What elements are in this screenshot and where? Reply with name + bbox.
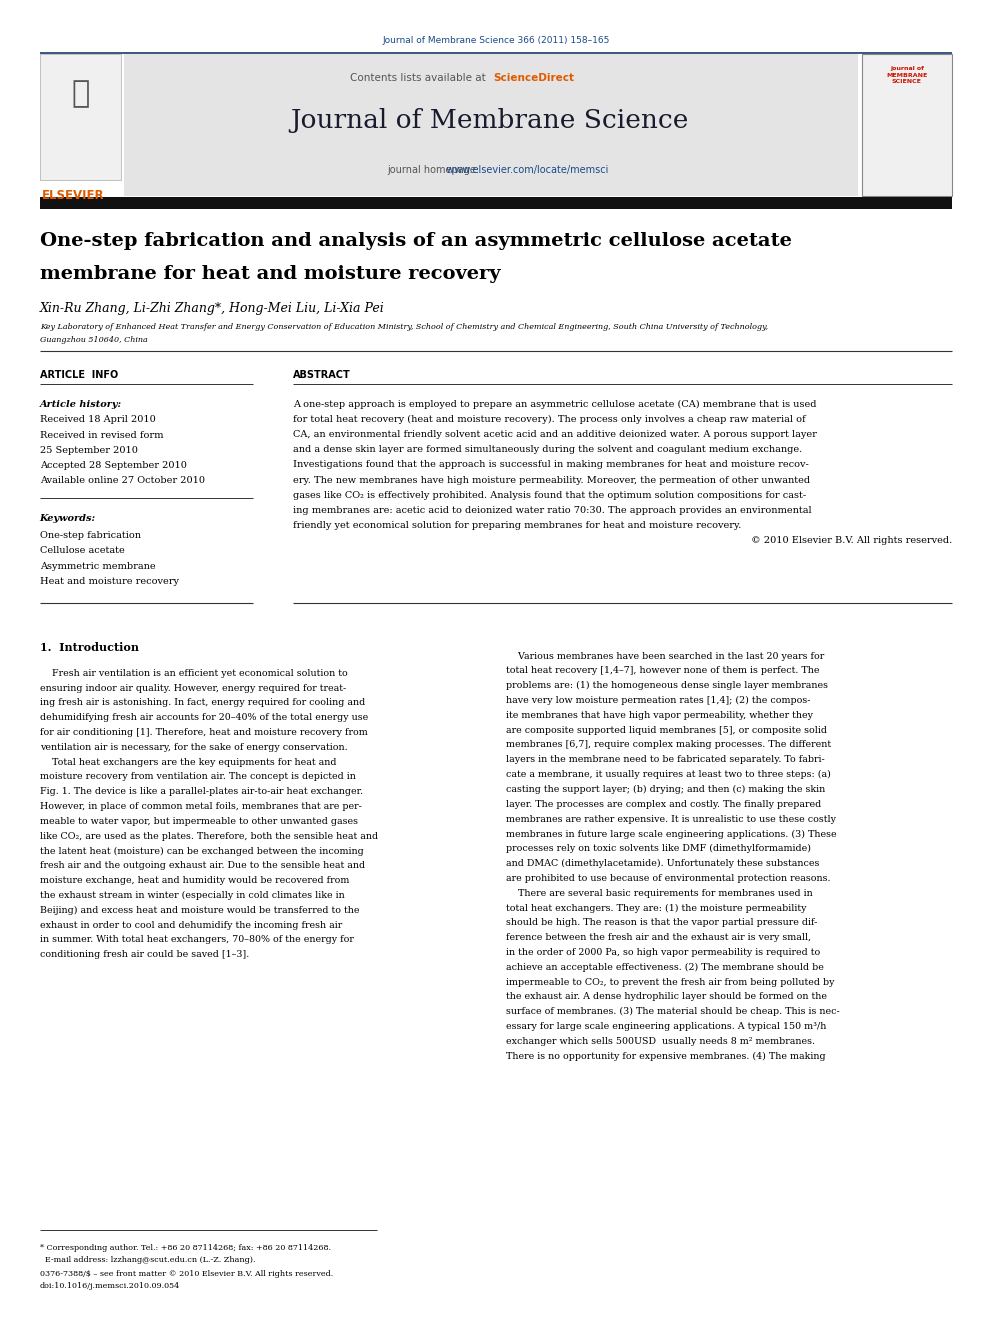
Text: for air conditioning [1]. Therefore, heat and moisture recovery from: for air conditioning [1]. Therefore, hea… bbox=[40, 728, 367, 737]
Text: Total heat exchangers are the key equipments for heat and: Total heat exchangers are the key equipm… bbox=[40, 758, 336, 767]
Text: moisture exchange, heat and humidity would be recovered from: moisture exchange, heat and humidity wou… bbox=[40, 876, 349, 885]
Text: Received in revised form: Received in revised form bbox=[40, 431, 163, 439]
Text: membranes are rather expensive. It is unrealistic to use these costly: membranes are rather expensive. It is un… bbox=[506, 815, 836, 824]
Text: and a dense skin layer are formed simultaneously during the solvent and coagulan: and a dense skin layer are formed simult… bbox=[293, 445, 802, 454]
Text: cate a membrane, it usually requires at least two to three steps: (a): cate a membrane, it usually requires at … bbox=[506, 770, 830, 779]
Text: meable to water vapor, but impermeable to other unwanted gases: meable to water vapor, but impermeable t… bbox=[40, 818, 358, 826]
Text: casting the support layer; (b) drying; and then (c) making the skin: casting the support layer; (b) drying; a… bbox=[506, 785, 825, 794]
Text: ventilation air is necessary, for the sake of energy conservation.: ventilation air is necessary, for the sa… bbox=[40, 744, 347, 751]
Text: CA, an environmental friendly solvent acetic acid and an additive deionized wate: CA, an environmental friendly solvent ac… bbox=[293, 430, 816, 439]
Text: achieve an acceptable effectiveness. (2) The membrane should be: achieve an acceptable effectiveness. (2)… bbox=[506, 963, 823, 972]
Text: doi:10.1016/j.memsci.2010.09.054: doi:10.1016/j.memsci.2010.09.054 bbox=[40, 1282, 180, 1290]
Text: ScienceDirect: ScienceDirect bbox=[493, 73, 574, 83]
Text: the exhaust air. A dense hydrophilic layer should be formed on the: the exhaust air. A dense hydrophilic lay… bbox=[506, 992, 827, 1002]
Text: Fig. 1. The device is like a parallel-plates air-to-air heat exchanger.: Fig. 1. The device is like a parallel-pl… bbox=[40, 787, 363, 796]
Text: * Corresponding author. Tel.: +86 20 87114268; fax: +86 20 87114268.: * Corresponding author. Tel.: +86 20 871… bbox=[40, 1244, 330, 1252]
Text: Heat and moisture recovery: Heat and moisture recovery bbox=[40, 577, 179, 586]
Text: moisture recovery from ventilation air. The concept is depicted in: moisture recovery from ventilation air. … bbox=[40, 773, 355, 782]
Text: ery. The new membranes have high moisture permeability. Moreover, the permeation: ery. The new membranes have high moistur… bbox=[293, 476, 809, 484]
Text: 1.  Introduction: 1. Introduction bbox=[40, 643, 139, 654]
Text: problems are: (1) the homogeneous dense single layer membranes: problems are: (1) the homogeneous dense … bbox=[506, 681, 828, 691]
Text: One-step fabrication and analysis of an asymmetric cellulose acetate: One-step fabrication and analysis of an … bbox=[40, 232, 792, 250]
Text: essary for large scale engineering applications. A typical 150 m³/h: essary for large scale engineering appli… bbox=[506, 1021, 826, 1031]
Text: www.elsevier.com/locate/memsci: www.elsevier.com/locate/memsci bbox=[387, 165, 608, 176]
Text: ELSEVIER: ELSEVIER bbox=[42, 189, 104, 202]
Text: However, in place of common metal foils, membranes that are per-: However, in place of common metal foils,… bbox=[40, 802, 361, 811]
Text: total heat exchangers. They are: (1) the moisture permeability: total heat exchangers. They are: (1) the… bbox=[506, 904, 806, 913]
Text: A one-step approach is employed to prepare an asymmetric cellulose acetate (CA) : A one-step approach is employed to prepa… bbox=[293, 400, 816, 409]
Text: in the order of 2000 Pa, so high vapor permeability is required to: in the order of 2000 Pa, so high vapor p… bbox=[506, 947, 820, 957]
Text: membrane for heat and moisture recovery: membrane for heat and moisture recovery bbox=[40, 265, 500, 283]
Text: total heat recovery [1,4–7], however none of them is perfect. The: total heat recovery [1,4–7], however non… bbox=[506, 667, 819, 676]
Bar bbox=[124, 54, 858, 196]
Text: 0376-7388/$ – see front matter © 2010 Elsevier B.V. All rights reserved.: 0376-7388/$ – see front matter © 2010 El… bbox=[40, 1270, 333, 1278]
Text: ABSTRACT: ABSTRACT bbox=[293, 370, 350, 381]
Text: ference between the fresh air and the exhaust air is very small,: ference between the fresh air and the ex… bbox=[506, 933, 811, 942]
Text: 🌲: 🌲 bbox=[71, 79, 89, 108]
Text: impermeable to CO₂, to prevent the fresh air from being polluted by: impermeable to CO₂, to prevent the fresh… bbox=[506, 978, 834, 987]
Text: the latent heat (moisture) can be exchanged between the incoming: the latent heat (moisture) can be exchan… bbox=[40, 847, 363, 856]
Bar bbox=[40, 197, 952, 209]
Text: ensuring indoor air quality. However, energy required for treat-: ensuring indoor air quality. However, en… bbox=[40, 684, 346, 693]
Text: the exhaust stream in winter (especially in cold climates like in: the exhaust stream in winter (especially… bbox=[40, 892, 344, 900]
Text: friendly yet economical solution for preparing membranes for heat and moisture r: friendly yet economical solution for pre… bbox=[293, 521, 741, 531]
Text: Key Laboratory of Enhanced Heat Transfer and Energy Conservation of Education Mi: Key Laboratory of Enhanced Heat Transfer… bbox=[40, 323, 768, 331]
Text: There are several basic requirements for membranes used in: There are several basic requirements for… bbox=[506, 889, 812, 898]
Text: One-step fabrication: One-step fabrication bbox=[40, 532, 141, 540]
Text: Various membranes have been searched in the last 20 years for: Various membranes have been searched in … bbox=[506, 652, 824, 660]
Text: 25 September 2010: 25 September 2010 bbox=[40, 446, 138, 455]
Text: Journal of Membrane Science: Journal of Membrane Science bbox=[290, 108, 688, 134]
Text: and DMAC (dimethylacetamide). Unfortunately these substances: and DMAC (dimethylacetamide). Unfortunat… bbox=[506, 859, 819, 868]
Text: in summer. With total heat exchangers, 70–80% of the energy for: in summer. With total heat exchangers, 7… bbox=[40, 935, 353, 945]
Text: layer. The processes are complex and costly. The finally prepared: layer. The processes are complex and cos… bbox=[506, 799, 821, 808]
Text: are composite supported liquid membranes [5], or composite solid: are composite supported liquid membranes… bbox=[506, 726, 827, 734]
Text: Xin-Ru Zhang, Li-Zhi Zhang*, Hong-Mei Liu, Li-Xia Pei: Xin-Ru Zhang, Li-Zhi Zhang*, Hong-Mei Li… bbox=[40, 302, 385, 315]
Text: for total heat recovery (heat and moisture recovery). The process only involves : for total heat recovery (heat and moistu… bbox=[293, 415, 806, 423]
Text: ARTICLE  INFO: ARTICLE INFO bbox=[40, 370, 118, 381]
Text: like CO₂, are used as the plates. Therefore, both the sensible heat and: like CO₂, are used as the plates. Theref… bbox=[40, 832, 378, 841]
Text: Asymmetric membrane: Asymmetric membrane bbox=[40, 562, 156, 570]
Text: membranes [6,7], require complex making processes. The different: membranes [6,7], require complex making … bbox=[506, 741, 831, 750]
Text: ing membranes are: acetic acid to deionized water ratio 70:30. The approach prov: ing membranes are: acetic acid to deioni… bbox=[293, 507, 811, 515]
Text: Guangzhou 510640, China: Guangzhou 510640, China bbox=[40, 336, 148, 344]
Text: Contents lists available at: Contents lists available at bbox=[350, 73, 489, 83]
Text: Accepted 28 September 2010: Accepted 28 September 2010 bbox=[40, 462, 186, 470]
Text: gases like CO₂ is effectively prohibited. Analysis found that the optimum soluti: gases like CO₂ is effectively prohibited… bbox=[293, 491, 806, 500]
Text: processes rely on toxic solvents like DMF (dimethylformamide): processes rely on toxic solvents like DM… bbox=[506, 844, 810, 853]
Text: surface of membranes. (3) The material should be cheap. This is nec-: surface of membranes. (3) The material s… bbox=[506, 1007, 839, 1016]
Text: Available online 27 October 2010: Available online 27 October 2010 bbox=[40, 476, 204, 486]
Bar bbox=[862, 54, 952, 196]
Text: Beijing) and excess heat and moisture would be transferred to the: Beijing) and excess heat and moisture wo… bbox=[40, 906, 359, 916]
Text: Received 18 April 2010: Received 18 April 2010 bbox=[40, 415, 156, 425]
Text: are prohibited to use because of environmental protection reasons.: are prohibited to use because of environ… bbox=[506, 873, 830, 882]
Text: Journal of Membrane Science 366 (2011) 158–165: Journal of Membrane Science 366 (2011) 1… bbox=[382, 36, 610, 45]
Text: conditioning fresh air could be saved [1–3].: conditioning fresh air could be saved [1… bbox=[40, 950, 249, 959]
Text: exchanger which sells 500USD  usually needs 8 m² membranes.: exchanger which sells 500USD usually nee… bbox=[506, 1037, 814, 1046]
Text: Keywords:: Keywords: bbox=[40, 515, 96, 523]
Text: exhaust in order to cool and dehumidify the incoming fresh air: exhaust in order to cool and dehumidify … bbox=[40, 921, 342, 930]
Text: layers in the membrane need to be fabricated separately. To fabri-: layers in the membrane need to be fabric… bbox=[506, 755, 824, 765]
Text: fresh air and the outgoing exhaust air. Due to the sensible heat and: fresh air and the outgoing exhaust air. … bbox=[40, 861, 365, 871]
Text: membranes in future large scale engineering applications. (3) These: membranes in future large scale engineer… bbox=[506, 830, 836, 839]
Text: ite membranes that have high vapor permeability, whether they: ite membranes that have high vapor perme… bbox=[506, 710, 812, 720]
Text: dehumidifying fresh air accounts for 20–40% of the total energy use: dehumidifying fresh air accounts for 20–… bbox=[40, 713, 368, 722]
Text: Cellulose acetate: Cellulose acetate bbox=[40, 546, 124, 556]
Text: journal of
MEMBRANE
SCIENCE: journal of MEMBRANE SCIENCE bbox=[886, 66, 928, 85]
Bar bbox=[40, 54, 121, 180]
Text: ing fresh air is astonishing. In fact, energy required for cooling and: ing fresh air is astonishing. In fact, e… bbox=[40, 699, 365, 708]
Text: E-mail address: lzzhang@scut.edu.cn (L.-Z. Zhang).: E-mail address: lzzhang@scut.edu.cn (L.-… bbox=[40, 1256, 255, 1263]
Text: have very low moisture permeation rates [1,4]; (2) the compos-: have very low moisture permeation rates … bbox=[506, 696, 810, 705]
Text: Fresh air ventilation is an efficient yet economical solution to: Fresh air ventilation is an efficient ye… bbox=[40, 669, 347, 677]
Text: Article history:: Article history: bbox=[40, 400, 122, 409]
Text: Investigations found that the approach is successful in making membranes for hea: Investigations found that the approach i… bbox=[293, 460, 808, 470]
Text: journal homepage:: journal homepage: bbox=[387, 165, 482, 176]
Text: There is no opportunity for expensive membranes. (4) The making: There is no opportunity for expensive me… bbox=[506, 1052, 825, 1061]
Text: © 2010 Elsevier B.V. All rights reserved.: © 2010 Elsevier B.V. All rights reserved… bbox=[751, 537, 952, 545]
Text: should be high. The reason is that the vapor partial pressure dif-: should be high. The reason is that the v… bbox=[506, 918, 817, 927]
